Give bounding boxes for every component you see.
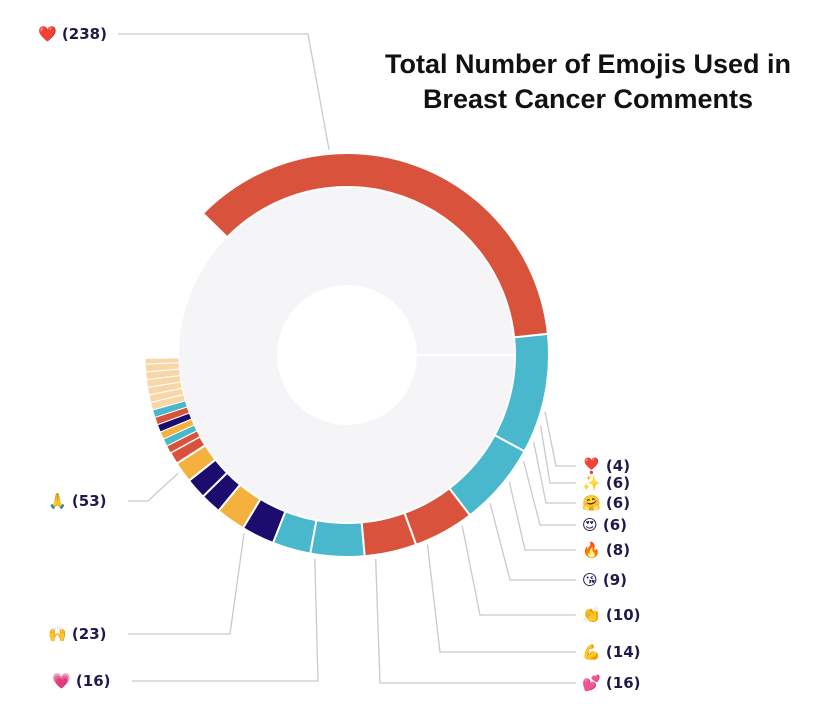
slice-label-4: 💗 (16): [52, 672, 110, 690]
slice-label-9: 🔥 (8): [582, 541, 630, 559]
slice-label-11: 🤗 (6): [582, 494, 630, 512]
slice-label-1: ❤️ (238): [38, 25, 107, 43]
slice-label-3: 🙌 (23): [48, 625, 106, 643]
chart-title-line-2: Breast Cancer Comments: [423, 84, 753, 114]
donut-hole: [277, 285, 417, 425]
inner-area: [179, 187, 549, 523]
chart-title-line-1: Total Number of Emojis Used in: [385, 49, 791, 79]
leader-line: [375, 558, 576, 684]
leader-line: [461, 525, 576, 616]
minor-slice: [144, 357, 180, 365]
leader-line: [533, 441, 576, 504]
slice-label-8: 😘 (9): [582, 571, 627, 589]
leader-line: [128, 533, 245, 635]
leader-line: [539, 425, 576, 484]
leader-line: [508, 481, 576, 551]
leader-line: [544, 411, 576, 467]
leader-line: [118, 33, 330, 150]
slice-labels: ❤️ (238) 🙏 (53) 🙌 (23) 💗 (16) 💕 (16) 💪 (14) 👏 …: [38, 25, 640, 692]
leader-line: [132, 558, 319, 682]
leader-line: [128, 472, 179, 502]
leader-line: [489, 503, 576, 581]
slice-label-10: 😍 (6): [582, 516, 627, 534]
slice-label-5: 💕 (16): [582, 674, 640, 692]
slice-label-2: 🙏 (53): [48, 492, 106, 510]
slice-label-7: 👏 (10): [582, 606, 640, 624]
slice-label-12: ✨ (6): [582, 474, 630, 492]
slice-label-13: ❣️ (4): [582, 457, 630, 475]
slice-label-6: 💪 (14): [582, 643, 640, 661]
leader-line: [426, 544, 576, 653]
leader-lines: [118, 33, 576, 684]
donut-slices: [144, 152, 550, 558]
slice-6: [309, 519, 366, 558]
leader-line: [522, 460, 576, 526]
